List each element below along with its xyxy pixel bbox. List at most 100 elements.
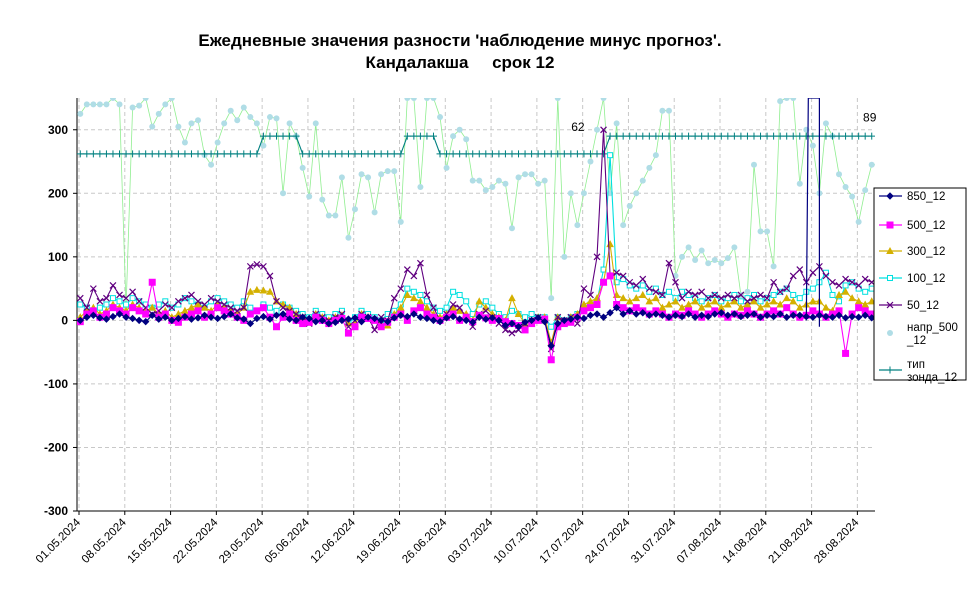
data-point bbox=[521, 150, 529, 158]
data-point bbox=[397, 285, 405, 293]
data-point bbox=[501, 150, 509, 158]
data-point bbox=[841, 314, 850, 322]
x-tick-label: 08.05.2024 bbox=[80, 516, 130, 566]
data-point bbox=[763, 132, 771, 140]
data-point bbox=[697, 311, 706, 320]
data-point bbox=[403, 290, 412, 298]
data-point bbox=[416, 304, 424, 312]
series-850_12 bbox=[77, 303, 875, 350]
data-point bbox=[672, 132, 679, 140]
data-point bbox=[482, 150, 490, 158]
data-point bbox=[586, 150, 594, 158]
data-point bbox=[89, 150, 97, 158]
data-point bbox=[704, 294, 712, 302]
data-point bbox=[698, 132, 706, 140]
annotation-label: 62 bbox=[571, 120, 585, 134]
data-point bbox=[620, 222, 627, 229]
data-point bbox=[83, 313, 91, 321]
data-point bbox=[364, 313, 372, 321]
data-point bbox=[665, 300, 673, 308]
data-point bbox=[652, 294, 660, 302]
data-point bbox=[442, 314, 451, 322]
data-point bbox=[77, 316, 84, 325]
data-point bbox=[842, 132, 850, 140]
data-point bbox=[371, 150, 379, 158]
data-point bbox=[364, 150, 372, 158]
data-point bbox=[279, 304, 287, 312]
data-point bbox=[423, 98, 430, 101]
data-point bbox=[541, 177, 548, 184]
data-point bbox=[659, 107, 666, 114]
data-point bbox=[292, 132, 300, 140]
data-point bbox=[619, 272, 627, 280]
data-point bbox=[318, 316, 326, 325]
data-point bbox=[273, 297, 280, 305]
data-point bbox=[96, 314, 104, 322]
data-point bbox=[639, 275, 647, 283]
legend-label: 300_12 bbox=[907, 246, 945, 258]
data-point bbox=[822, 303, 830, 311]
data-point bbox=[711, 291, 719, 299]
data-point bbox=[77, 150, 84, 158]
data-point bbox=[96, 101, 103, 108]
data-point bbox=[188, 120, 195, 127]
data-point bbox=[462, 150, 470, 158]
data-point bbox=[391, 168, 398, 175]
data-point bbox=[770, 263, 777, 270]
y-tick-label: 200 bbox=[48, 186, 68, 200]
data-point bbox=[253, 120, 260, 127]
data-point bbox=[554, 150, 562, 158]
data-point bbox=[214, 150, 222, 158]
data-point bbox=[776, 310, 784, 318]
data-point bbox=[325, 150, 333, 158]
data-point bbox=[521, 326, 529, 334]
data-point bbox=[410, 288, 417, 295]
data-point bbox=[430, 98, 437, 101]
data-point bbox=[789, 132, 797, 140]
data-point bbox=[306, 193, 313, 200]
data-point bbox=[875, 162, 881, 168]
data-point bbox=[109, 304, 117, 312]
data-point bbox=[561, 253, 568, 260]
data-point bbox=[227, 310, 235, 318]
data-point bbox=[423, 298, 430, 305]
data-point bbox=[718, 260, 725, 267]
data-point bbox=[534, 314, 542, 322]
data-point bbox=[174, 150, 182, 158]
data-point bbox=[397, 150, 405, 158]
data-point bbox=[168, 316, 176, 325]
data-point bbox=[632, 294, 641, 302]
data-point bbox=[253, 261, 261, 268]
annotation-label: 89 bbox=[863, 111, 877, 125]
series-line bbox=[80, 306, 875, 348]
data-point bbox=[842, 282, 849, 289]
data-point bbox=[207, 294, 215, 302]
data-point bbox=[141, 317, 150, 326]
data-point bbox=[437, 114, 444, 121]
data-point bbox=[841, 287, 850, 295]
data-point bbox=[632, 282, 640, 289]
data-point bbox=[776, 288, 784, 296]
data-point bbox=[600, 150, 608, 158]
data-point bbox=[266, 304, 273, 311]
data-point bbox=[292, 316, 300, 325]
data-point bbox=[855, 282, 863, 289]
data-point bbox=[737, 303, 745, 311]
data-point bbox=[829, 291, 836, 298]
data-point bbox=[246, 319, 255, 328]
data-point bbox=[272, 311, 281, 320]
data-point bbox=[750, 294, 758, 302]
data-point bbox=[560, 150, 568, 158]
data-point bbox=[678, 132, 686, 140]
data-point bbox=[194, 297, 202, 305]
data-point bbox=[403, 312, 412, 321]
data-point bbox=[574, 222, 581, 229]
data-point bbox=[384, 168, 391, 175]
data-point bbox=[645, 285, 653, 293]
data-point bbox=[737, 132, 745, 140]
data-point bbox=[855, 132, 863, 140]
data-point bbox=[580, 285, 588, 293]
data-point bbox=[888, 124, 894, 130]
data-point bbox=[266, 114, 273, 121]
data-point bbox=[476, 177, 483, 184]
